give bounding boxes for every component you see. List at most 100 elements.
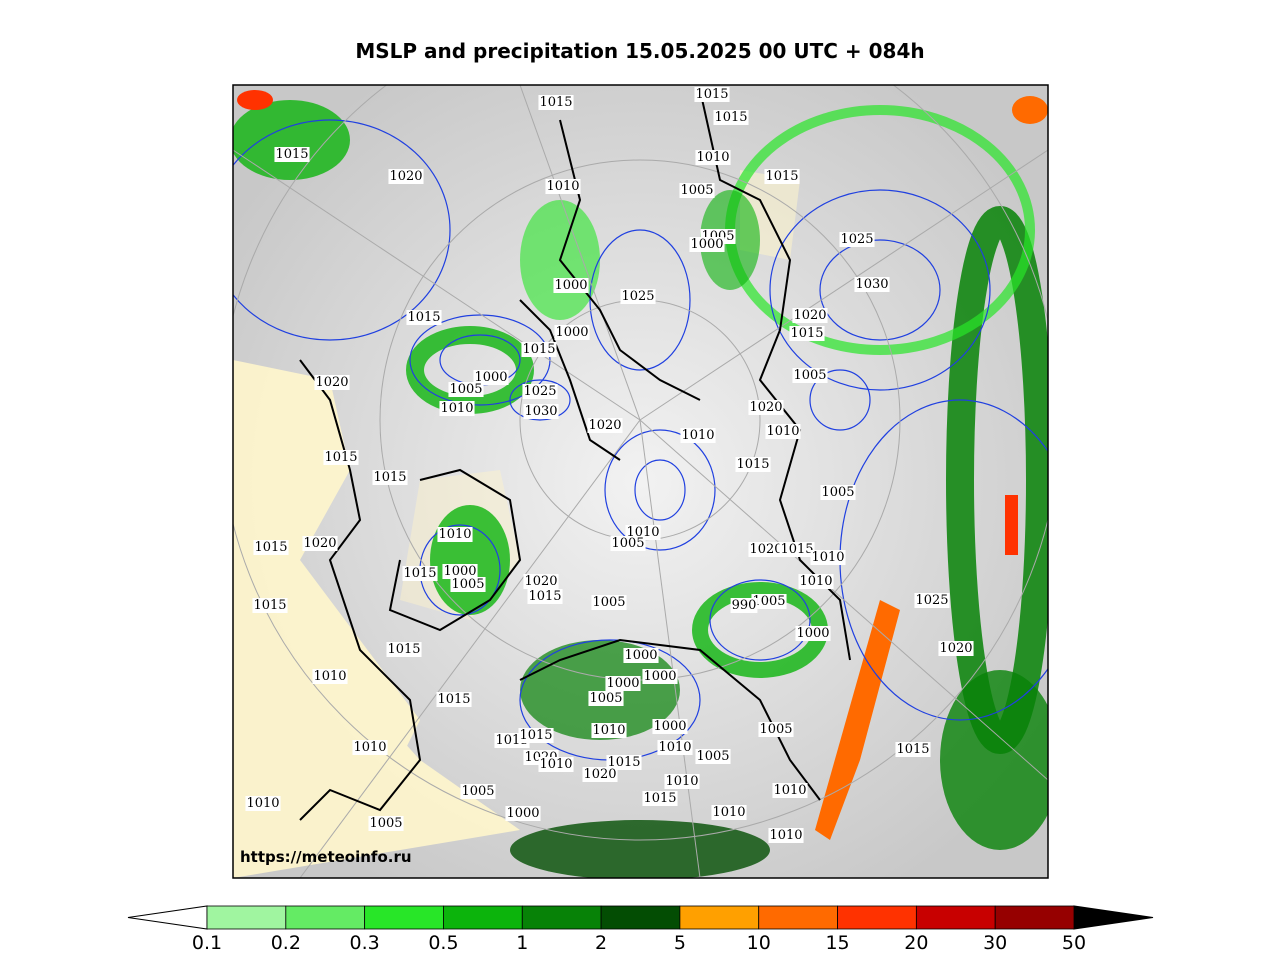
- isobar-label: 1000: [624, 648, 657, 663]
- isobar-label-bg: [302, 536, 338, 551]
- isobar-label: 1000: [606, 676, 639, 691]
- isobar-label: 1015: [437, 692, 470, 707]
- isobar-label-bg: [523, 574, 559, 589]
- isobar-label: 1025: [915, 593, 948, 608]
- isobar-label: 1025: [621, 289, 654, 304]
- isobar-label-bg: [274, 147, 310, 162]
- isobar-label: 1015: [254, 540, 287, 555]
- isobar-label: 1000: [474, 370, 507, 385]
- isobar-label: 1015: [387, 642, 420, 657]
- isobar-label-bg: [439, 401, 475, 416]
- colorbar-segment: [521, 905, 602, 930]
- isobar-label: 1005: [589, 691, 622, 706]
- watermark: https://meteoinfo.ru: [240, 848, 412, 866]
- isobar-label-bg: [694, 87, 730, 102]
- colorbar-label: 1: [516, 932, 528, 954]
- isobar-label-bg: [758, 722, 794, 737]
- colorbar-label: 5: [674, 932, 686, 954]
- isobar-label-bg: [538, 757, 574, 772]
- isobar-label: 1015: [736, 457, 769, 472]
- isobar-label: 1000: [554, 278, 587, 293]
- isobar-label: 1005: [759, 722, 792, 737]
- isobar-label: 1020: [939, 641, 972, 656]
- isobar-label-bg: [352, 740, 388, 755]
- isobar-label: 1030: [524, 404, 557, 419]
- isobar-label: 1005: [369, 816, 402, 831]
- isobar-label: 1000: [796, 626, 829, 641]
- isobar-label: 1010: [799, 574, 832, 589]
- isobar-label-bg: [695, 749, 731, 764]
- land-areas: [233, 170, 800, 878]
- isobar-label-bg: [386, 642, 422, 657]
- isobar-label: 1005: [461, 784, 494, 799]
- isobar-label-bg: [252, 598, 288, 613]
- isobar-label: 1010: [546, 179, 579, 194]
- isobar-label-bg: [820, 485, 856, 500]
- isobar-label-bg: [914, 593, 950, 608]
- isobar-label: 1025: [840, 232, 873, 247]
- isobar-label: 1015: [528, 589, 561, 604]
- isobar-label-bg: [591, 723, 627, 738]
- isobar-label-bg: [748, 400, 784, 415]
- isobar-label: 1015: [643, 791, 676, 806]
- isobar-label: 1010: [712, 805, 745, 820]
- isobar-label: 1010: [811, 550, 844, 565]
- colorbar-label: 30: [983, 932, 1007, 954]
- isobar-label-bg: [792, 368, 828, 383]
- isobar-label: 1015: [780, 542, 813, 557]
- isobar-label: 1005: [449, 382, 482, 397]
- isobar-label: 1020: [588, 418, 621, 433]
- isobar-label-bg: [730, 598, 758, 613]
- isobar-label: 1020: [524, 574, 557, 589]
- colorbar: 0.1 0.2 0.3 0.5 1 2 5 10 15 20 30 50: [127, 905, 1154, 954]
- isobar-label: 1005: [793, 368, 826, 383]
- isobar-label: 1010: [353, 740, 386, 755]
- isobar-label-bg: [765, 424, 801, 439]
- isobar-label: 1010: [246, 796, 279, 811]
- isobar-label: 1005: [696, 749, 729, 764]
- isobar-label: 1015: [607, 755, 640, 770]
- colorbar-segment: [679, 905, 760, 930]
- isobar-label: 1000: [653, 719, 686, 734]
- isobar-label-bg: [473, 370, 509, 385]
- isobar-label: 1000: [690, 237, 723, 252]
- isobar-label: 1015: [324, 450, 357, 465]
- isobar-label: 1015: [539, 95, 572, 110]
- isobar-label-bg: [751, 594, 787, 609]
- colorbar-segment: [758, 905, 838, 930]
- isobar-label: 1030: [855, 277, 888, 292]
- isobar-label-bg: [779, 542, 815, 557]
- map-frame: [232, 84, 1049, 879]
- colorbar-segment: [443, 905, 523, 930]
- isobar-label: 1015: [765, 169, 798, 184]
- isobar-label: 1010: [438, 527, 471, 542]
- isobar-label: 1010: [766, 424, 799, 439]
- isobar-label-bg: [253, 540, 289, 555]
- isobar-label: 1000: [443, 564, 476, 579]
- colorbar-under: [127, 905, 208, 930]
- isobar-label-bg: [588, 691, 624, 706]
- colorbar-segment: [206, 905, 287, 930]
- colorbar-segment: [837, 905, 917, 930]
- map-title: MSLP and precipitation 15.05.2025 00 UTC…: [355, 39, 924, 63]
- isobar-label-bg: [554, 325, 590, 340]
- isobar-label-bg: [735, 457, 771, 472]
- isobar-label: 1020: [303, 536, 336, 551]
- isobar-label: 1005: [451, 577, 484, 592]
- isobar-label-bg: [582, 767, 618, 782]
- isobar-label: 1010: [696, 150, 729, 165]
- isobar-label-bg: [764, 169, 800, 184]
- isobar-label-bg: [323, 450, 359, 465]
- isobar-label: 1000: [643, 669, 676, 684]
- isobar-label: 1010: [539, 757, 572, 772]
- isobar-label-bg: [522, 384, 558, 399]
- colorbar-segment: [600, 905, 681, 930]
- isobars: [233, 119, 1048, 761]
- isobar-label: 1010: [658, 740, 691, 755]
- isobar-label-bg: [795, 626, 831, 641]
- isobar-label-bg: [789, 326, 825, 341]
- colorbar-label: 0.3: [350, 932, 380, 954]
- colorbar-label: 0.5: [428, 932, 458, 954]
- isobar-label-bg: [711, 805, 747, 820]
